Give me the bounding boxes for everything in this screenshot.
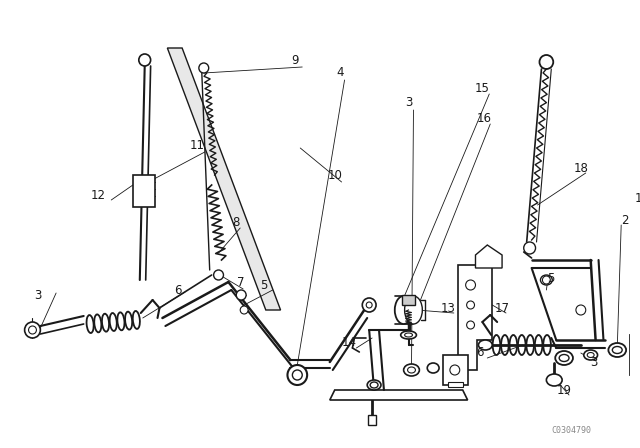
Circle shape — [450, 365, 460, 375]
Ellipse shape — [367, 380, 381, 390]
Circle shape — [236, 290, 246, 300]
Circle shape — [466, 280, 476, 290]
Text: 6: 6 — [476, 345, 483, 358]
Text: 18: 18 — [573, 161, 588, 175]
Text: 5: 5 — [260, 279, 268, 292]
Ellipse shape — [556, 351, 573, 365]
Ellipse shape — [401, 331, 417, 339]
Text: 14: 14 — [342, 336, 357, 349]
Circle shape — [467, 301, 474, 309]
Text: 17: 17 — [495, 302, 509, 314]
Text: 19: 19 — [557, 383, 572, 396]
Ellipse shape — [370, 382, 378, 388]
Ellipse shape — [479, 340, 492, 350]
Circle shape — [576, 305, 586, 315]
Circle shape — [199, 63, 209, 73]
Text: 7: 7 — [237, 276, 245, 289]
Polygon shape — [330, 390, 468, 400]
Polygon shape — [443, 355, 468, 385]
Text: 11: 11 — [189, 138, 204, 151]
Ellipse shape — [559, 354, 569, 362]
Text: 12: 12 — [91, 189, 106, 202]
Circle shape — [540, 55, 553, 69]
Text: 3: 3 — [34, 289, 41, 302]
Circle shape — [139, 54, 150, 66]
Text: 10: 10 — [327, 168, 342, 181]
Ellipse shape — [547, 374, 562, 386]
Circle shape — [240, 306, 248, 314]
Text: 6: 6 — [175, 284, 182, 297]
Circle shape — [292, 370, 302, 380]
Ellipse shape — [588, 353, 594, 358]
Polygon shape — [630, 335, 640, 375]
Text: 15: 15 — [475, 82, 490, 95]
Text: 16: 16 — [477, 112, 492, 125]
Circle shape — [543, 276, 550, 284]
Text: 4: 4 — [336, 65, 344, 78]
Bar — [133, 175, 154, 207]
Text: 3: 3 — [405, 95, 412, 108]
Ellipse shape — [584, 350, 598, 360]
Circle shape — [29, 326, 36, 334]
Polygon shape — [476, 245, 502, 268]
Polygon shape — [167, 48, 280, 310]
Ellipse shape — [612, 346, 622, 353]
Circle shape — [287, 365, 307, 385]
Bar — [448, 382, 463, 387]
Circle shape — [214, 270, 223, 280]
Circle shape — [633, 351, 640, 361]
Circle shape — [467, 321, 474, 329]
Circle shape — [24, 322, 40, 338]
Text: 3: 3 — [590, 356, 597, 369]
Ellipse shape — [395, 296, 413, 324]
Text: 1: 1 — [634, 191, 640, 204]
Ellipse shape — [404, 296, 422, 324]
Circle shape — [366, 302, 372, 308]
Circle shape — [524, 242, 536, 254]
Circle shape — [362, 298, 376, 312]
Bar — [402, 295, 415, 305]
Ellipse shape — [540, 275, 552, 285]
Text: 2: 2 — [621, 214, 629, 227]
Ellipse shape — [428, 363, 439, 373]
Text: 13: 13 — [440, 302, 456, 314]
Text: 9: 9 — [292, 53, 299, 66]
Ellipse shape — [404, 364, 419, 376]
Bar — [368, 415, 376, 425]
Text: 8: 8 — [232, 215, 240, 228]
Ellipse shape — [609, 343, 626, 357]
Text: 5: 5 — [548, 271, 555, 284]
Polygon shape — [458, 265, 492, 370]
Ellipse shape — [408, 367, 415, 373]
Text: C0304790: C0304790 — [551, 426, 591, 435]
Ellipse shape — [404, 333, 413, 337]
